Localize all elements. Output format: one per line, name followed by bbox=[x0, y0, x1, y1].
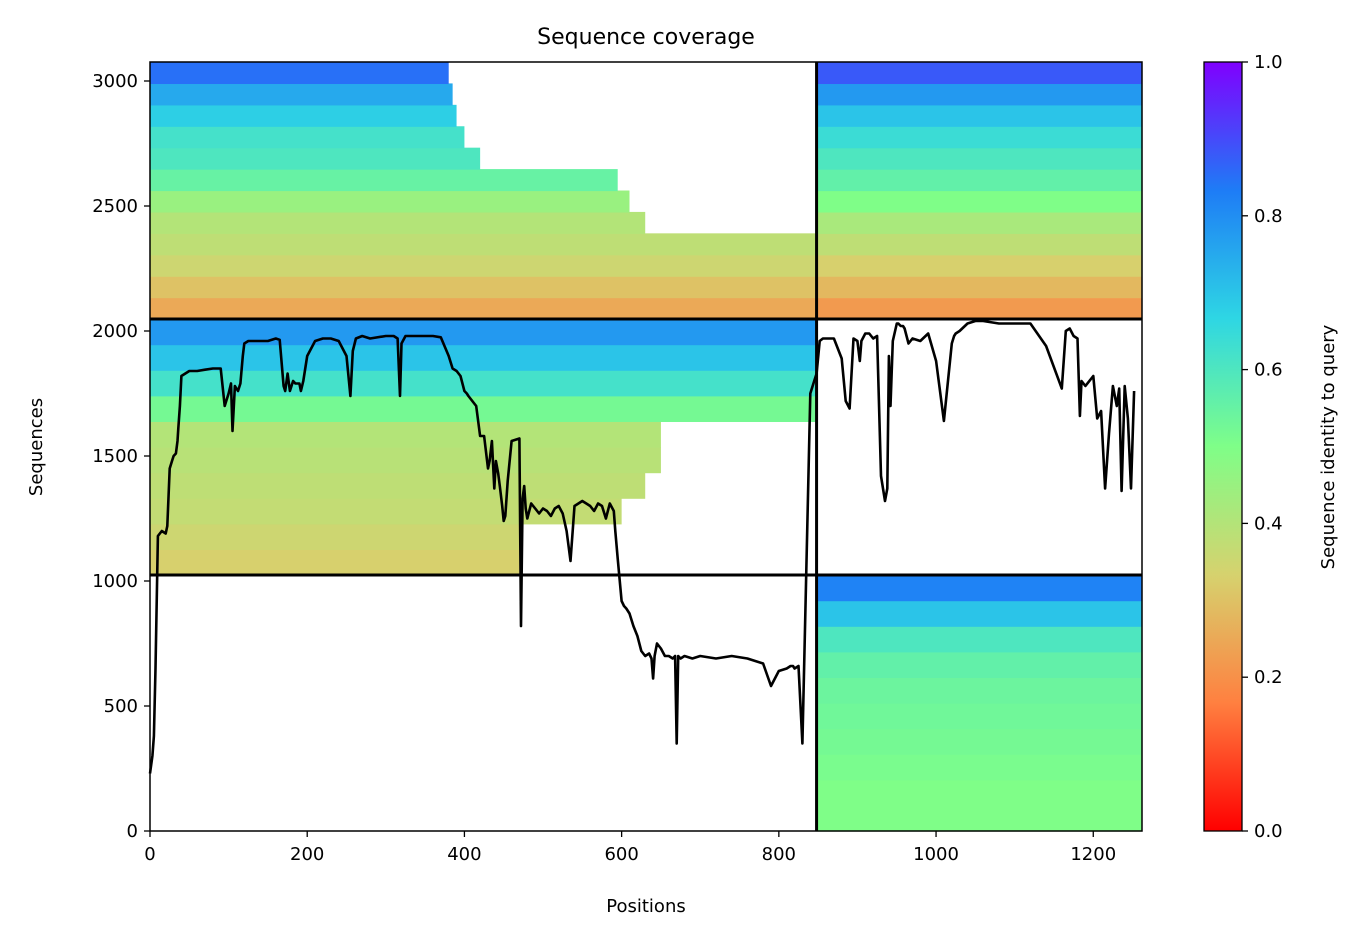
y-axis-label: Sequences bbox=[26, 398, 47, 496]
coverage-band bbox=[816, 728, 1142, 755]
chain1-block2 bbox=[150, 319, 817, 576]
coverage-band bbox=[816, 805, 1142, 832]
y-tick-label: 1000 bbox=[92, 571, 138, 592]
coverage-band bbox=[816, 651, 1142, 678]
plot-area bbox=[148, 62, 1142, 832]
coverage-band bbox=[150, 104, 457, 127]
coverage-band bbox=[816, 779, 1142, 806]
coverage-band bbox=[816, 703, 1142, 730]
y-tick-label: 2000 bbox=[92, 321, 138, 342]
coverage-band bbox=[816, 254, 1142, 277]
y-tick-label: 1500 bbox=[92, 446, 138, 467]
coverage-band bbox=[150, 83, 453, 106]
coverage-band bbox=[150, 523, 520, 550]
x-axis-label: Positions bbox=[606, 896, 685, 917]
coverage-band bbox=[150, 126, 465, 149]
colorbar-tick-label: 0.8 bbox=[1254, 206, 1283, 227]
x-tick-label: 0 bbox=[144, 844, 155, 865]
coverage-band bbox=[150, 370, 817, 397]
coverage-band bbox=[150, 344, 817, 371]
coverage-band bbox=[816, 83, 1142, 106]
coverage-line bbox=[148, 319, 1136, 774]
coverage-band bbox=[816, 754, 1142, 781]
coverage-band bbox=[150, 147, 481, 170]
y-tick-label: 2500 bbox=[92, 196, 138, 217]
coverage-band bbox=[150, 233, 817, 256]
coverage-band bbox=[150, 395, 817, 422]
coverage-band bbox=[816, 626, 1142, 653]
colorbar-tick-label: 1.0 bbox=[1254, 52, 1283, 73]
coverage-band bbox=[816, 297, 1142, 320]
y-tick-label: 0 bbox=[127, 821, 138, 842]
x-tick-label: 1000 bbox=[913, 844, 959, 865]
coverage-band bbox=[150, 472, 646, 499]
coverage-band bbox=[150, 254, 817, 277]
coverage-band bbox=[816, 62, 1142, 85]
coverage-band bbox=[816, 126, 1142, 149]
coverage-band bbox=[150, 549, 520, 576]
y-tick-label: 500 bbox=[104, 696, 138, 717]
coverage-band bbox=[150, 169, 618, 192]
coverage-band bbox=[816, 104, 1142, 127]
colorbar-tick-label: 0.0 bbox=[1254, 821, 1283, 842]
coverage-band bbox=[150, 447, 661, 474]
x-tick-label: 1200 bbox=[1070, 844, 1116, 865]
coverage-band bbox=[150, 276, 817, 299]
coverage-band bbox=[816, 575, 1142, 602]
coverage-band bbox=[816, 190, 1142, 213]
colorbar-label: Sequence identity to query bbox=[1318, 324, 1339, 569]
coverage-band bbox=[816, 233, 1142, 256]
coverage-band bbox=[816, 211, 1142, 234]
colorbar-tick-label: 0.2 bbox=[1254, 667, 1283, 688]
x-tick-label: 800 bbox=[762, 844, 796, 865]
chain2-block3 bbox=[816, 575, 1142, 832]
colorbar: 0.0 0.2 0.4 0.6 0.8 1.0 bbox=[1203, 52, 1283, 842]
coverage-band bbox=[816, 677, 1142, 704]
coverage-band bbox=[816, 147, 1142, 170]
coverage-band bbox=[150, 211, 646, 234]
axes: 0 200 400 600 800 1000 1200 0 500 1000 1500 2000 250… bbox=[92, 61, 1143, 865]
colorbar-tick-label: 0.6 bbox=[1254, 360, 1283, 381]
coverage-band bbox=[816, 169, 1142, 192]
x-tick-label: 400 bbox=[447, 844, 481, 865]
colorbar-tick-label: 0.4 bbox=[1254, 513, 1283, 534]
coverage-band bbox=[816, 600, 1142, 627]
coverage-band bbox=[816, 276, 1142, 299]
chain1-block1 bbox=[150, 62, 817, 320]
coverage-band bbox=[150, 421, 661, 448]
coverage-band bbox=[150, 62, 449, 85]
coverage-band bbox=[150, 498, 622, 525]
y-tick-label: 3000 bbox=[92, 71, 138, 92]
chain2-block1 bbox=[816, 62, 1142, 320]
coverage-band bbox=[150, 190, 630, 213]
x-tick-label: 200 bbox=[290, 844, 324, 865]
colorbar-gradient bbox=[1203, 61, 1243, 832]
coverage-band bbox=[150, 297, 817, 320]
chart-title: Sequence coverage bbox=[537, 25, 755, 50]
plot-frame bbox=[149, 61, 1143, 832]
x-tick-label: 600 bbox=[604, 844, 638, 865]
